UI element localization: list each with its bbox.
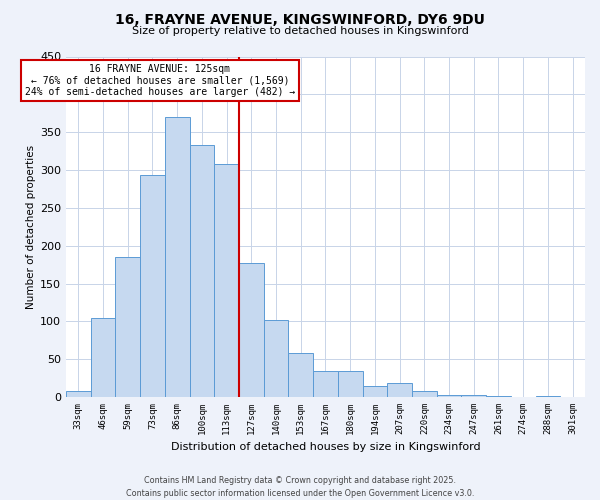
Bar	[412, 391, 437, 397]
Bar	[190, 145, 214, 397]
Bar	[387, 384, 412, 397]
Bar	[362, 386, 387, 397]
Text: 16 FRAYNE AVENUE: 125sqm
← 76% of detached houses are smaller (1,569)
24% of sem: 16 FRAYNE AVENUE: 125sqm ← 76% of detach…	[25, 64, 295, 98]
Bar	[313, 370, 338, 397]
Bar	[140, 176, 165, 397]
Text: 16, FRAYNE AVENUE, KINGSWINFORD, DY6 9DU: 16, FRAYNE AVENUE, KINGSWINFORD, DY6 9DU	[115, 12, 485, 26]
Y-axis label: Number of detached properties: Number of detached properties	[26, 144, 36, 309]
Bar	[66, 391, 91, 397]
Bar	[115, 257, 140, 397]
Text: Contains HM Land Registry data © Crown copyright and database right 2025.
Contai: Contains HM Land Registry data © Crown c…	[126, 476, 474, 498]
X-axis label: Distribution of detached houses by size in Kingswinford: Distribution of detached houses by size …	[170, 442, 481, 452]
Bar	[437, 395, 461, 397]
Text: Size of property relative to detached houses in Kingswinford: Size of property relative to detached ho…	[131, 26, 469, 36]
Bar	[536, 396, 560, 397]
Bar	[91, 318, 115, 397]
Bar	[214, 164, 239, 397]
Bar	[486, 396, 511, 397]
Bar	[461, 395, 486, 397]
Bar	[264, 320, 289, 397]
Bar	[239, 263, 264, 397]
Bar	[338, 370, 362, 397]
Bar	[289, 353, 313, 397]
Bar	[165, 117, 190, 397]
